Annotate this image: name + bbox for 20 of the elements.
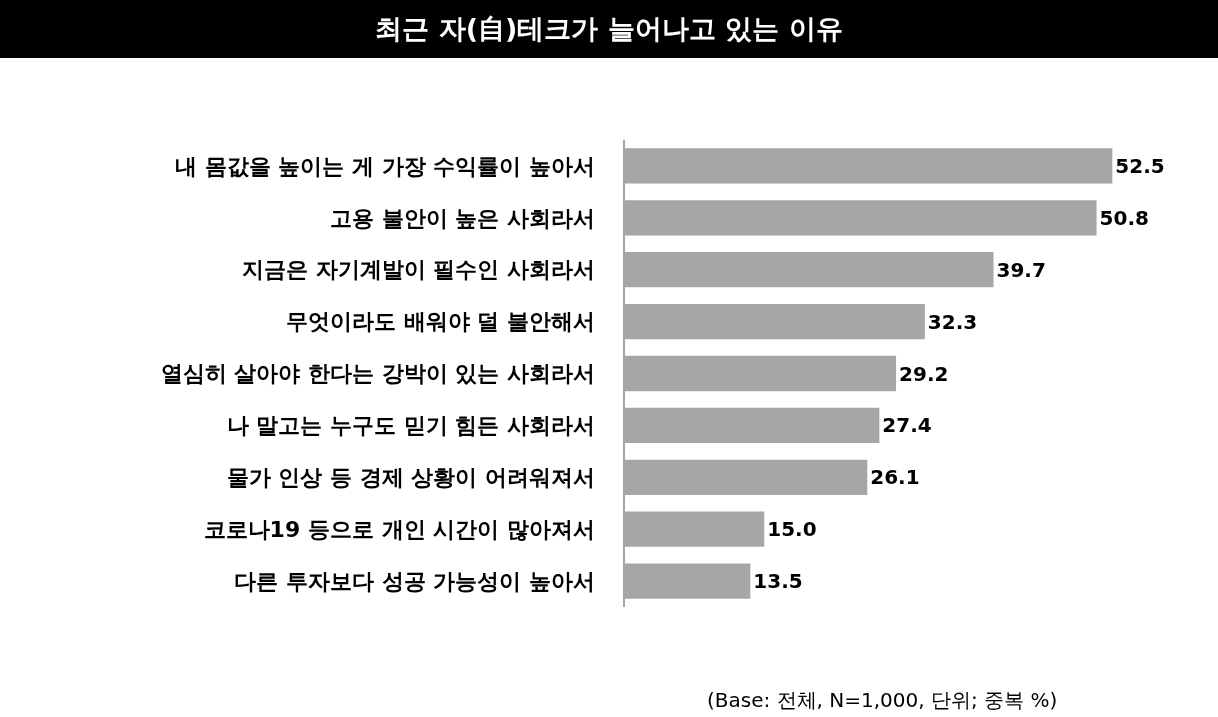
data-label: 29.2 [899,361,949,386]
data-label: 13.5 [753,569,803,594]
data-label: 27.4 [882,413,932,438]
y-tick-label: 다른 투자보다 성공 가능성이 높아서 [234,568,595,594]
y-tick-label: 무엇이라도 배워야 덜 불안해서 [285,309,595,335]
y-tick-label: 내 몸값을 높이는 게 가장 수익률이 높아서 [174,153,595,179]
data-label: 39.7 [996,257,1046,282]
y-tick-label: 지금은 자기계발이 필수인 사회라서 [241,257,595,283]
y-tick-label: 열심히 살아야 한다는 강박이 있는 사회라서 [160,361,595,387]
data-label: 26.1 [870,465,920,490]
y-tick-label: 나 말고는 누구도 믿기 힘든 사회라서 [226,413,595,439]
y-tick-label: 코로나19 등으로 개인 시간이 많아져서 [203,516,595,542]
data-label: 52.5 [1115,153,1165,178]
chart-title: 최근 자(自)테크가 늘어나고 있는 이유 [0,0,1218,58]
y-tick-label: 물가 인상 등 경제 상황이 어려워져서 [226,464,595,490]
text: (Base: 전체, N=1,000, 단위; 중복 %) [707,688,1058,712]
y-tick-label: 고용 불안이 높은 사회라서 [329,205,595,231]
data-label: 15.0 [767,517,817,542]
data-label: 50.8 [1099,205,1149,230]
data-label: 32.3 [927,309,978,334]
